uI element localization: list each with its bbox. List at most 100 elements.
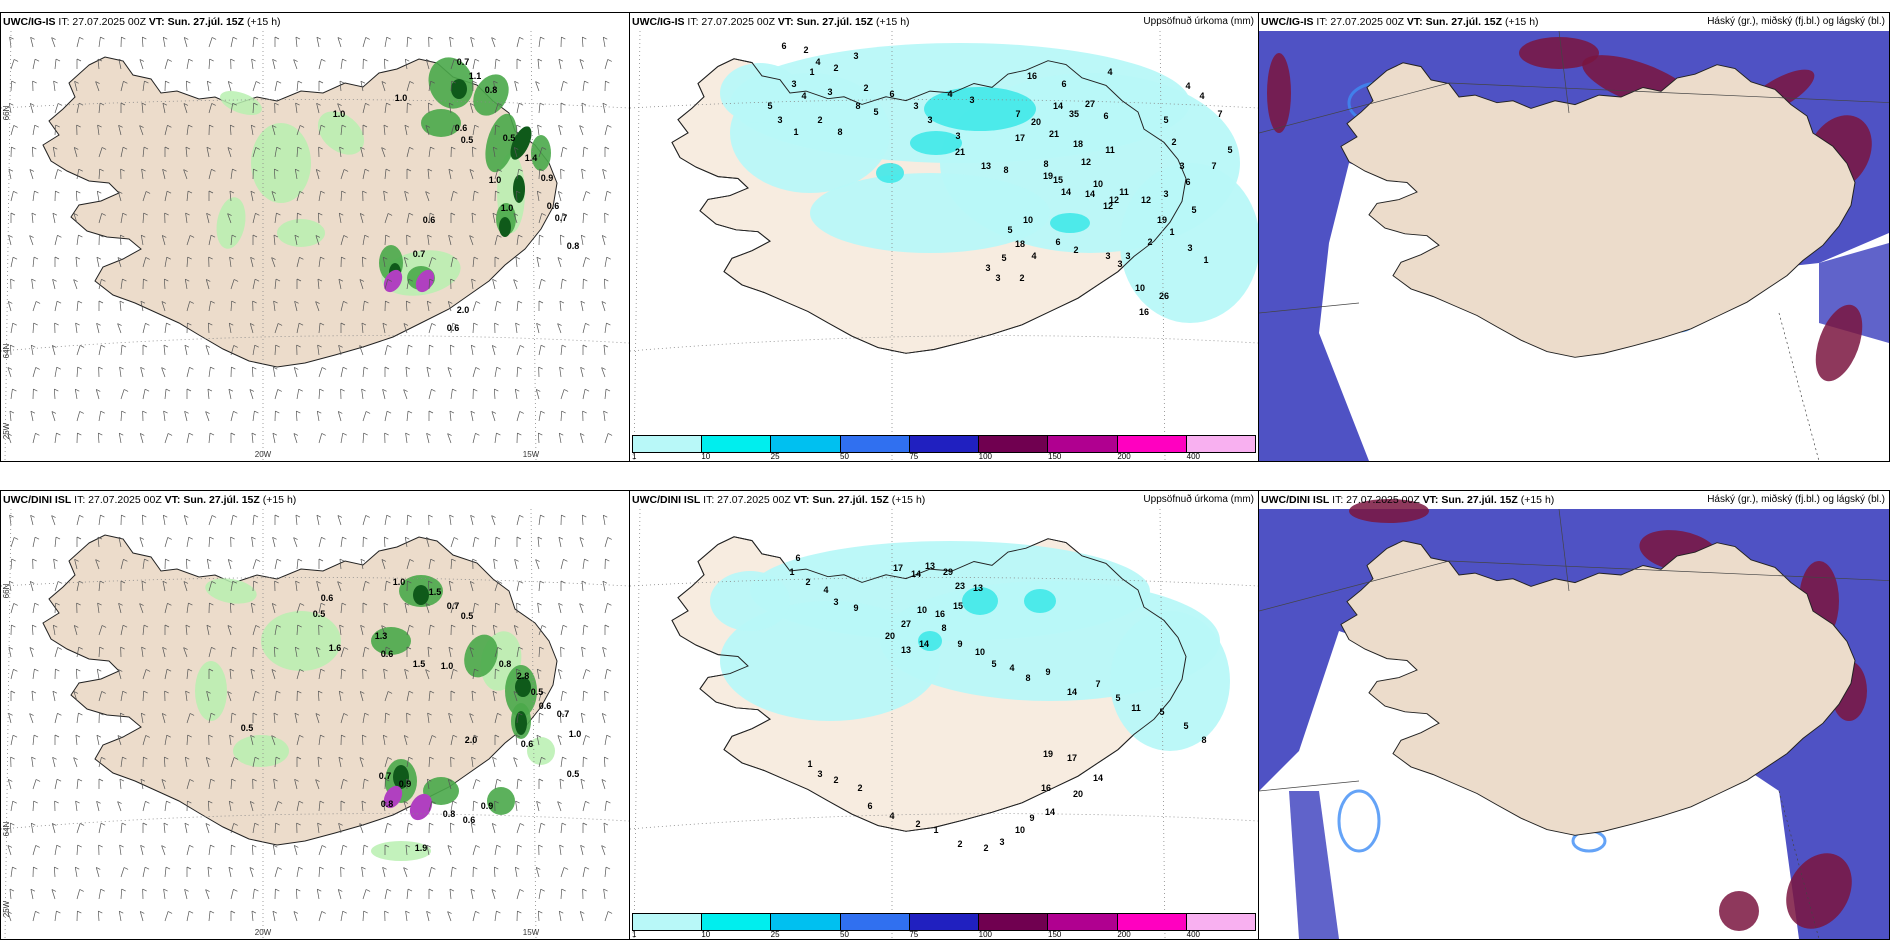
shower-value-label: 0.7 — [413, 249, 426, 259]
precip-value-label: 4 — [801, 91, 806, 101]
init-time: IT: 27.07.2025 00Z — [1332, 494, 1420, 506]
panel-dini-cloud: UWC/DINI ISL IT: 27.07.2025 00Z VT: Sun.… — [1258, 490, 1890, 940]
shower-value-label: 0.6 — [539, 701, 552, 711]
precip-value-label: 13 — [981, 161, 991, 171]
precip-value-label: 9 — [853, 603, 858, 613]
colorbar-tick-label: 150 — [1048, 452, 1062, 461]
lat-66n-label: 66N — [2, 105, 11, 120]
precip-value-label: 2 — [817, 115, 822, 125]
precip-value-label: 2 — [1171, 137, 1176, 147]
precip-value-label: 2 — [983, 843, 988, 853]
precip-value-label: 8 — [1003, 165, 1008, 175]
shower-value-label: 0.6 — [321, 593, 334, 603]
precip-value-label: 19 — [1157, 215, 1167, 225]
precip-value-label: 6 — [889, 89, 894, 99]
precip-value-label: 1 — [807, 759, 812, 769]
precip-value-label: 6 — [1185, 177, 1190, 187]
lon-15w-label: 15W — [523, 450, 540, 459]
panel-dini-showers: UWC/DINI ISL IT: 27.07.2025 00Z VT: Sun.… — [0, 490, 630, 940]
shower-value-label: 1.0 — [501, 203, 514, 213]
colorbar-tick-label: 150 — [1048, 930, 1062, 939]
model-name: UWC/IG-IS — [3, 16, 56, 28]
precip-value-label: 10 — [975, 647, 985, 657]
precip-value-label: 8 — [1025, 673, 1030, 683]
precip-value-label: 9 — [957, 639, 962, 649]
precip-value-label: 6 — [781, 41, 786, 51]
shower-value-label: 0.9 — [399, 779, 412, 789]
precip-value-label: 14 — [1067, 687, 1077, 697]
precip-value-label: 7 — [1211, 161, 1216, 171]
precip-value-label: 4 — [1009, 663, 1014, 673]
colorbar-tick-label: 100 — [978, 452, 993, 461]
lead-time: (+15 h) — [262, 494, 297, 506]
colorbar-swatch — [909, 436, 980, 452]
precip-value-label: 17 — [893, 563, 903, 573]
shower-value-label: 1.4 — [525, 153, 538, 163]
precip-value-label: 14 — [911, 569, 921, 579]
precip-value-label: 3 — [1125, 251, 1130, 261]
precip-value-label: 3 — [1179, 161, 1184, 171]
lead-time: (+15 h) — [246, 16, 281, 28]
shower-value-label: 0.8 — [485, 85, 498, 95]
precip-value-label: 8 — [1201, 735, 1206, 745]
model-name: UWC/DINI ISL — [3, 494, 72, 506]
valid-time: Sun. 27.júl. 15Z — [183, 494, 260, 506]
precip-value-label: 2 — [803, 45, 808, 55]
shower-value-label: 0.5 — [531, 687, 544, 697]
precip-value-label: 14 — [1093, 773, 1103, 783]
precip-value-label: 15 — [1053, 175, 1063, 185]
lead-time: (+15 h) — [891, 494, 926, 506]
precip-value-label: 5 — [1115, 693, 1120, 703]
precip-value-label: 6 — [1061, 79, 1066, 89]
shower-value-label: 0.5 — [313, 609, 326, 619]
cloud-map — [1259, 13, 1889, 461]
precip-value-label: 12 — [1141, 195, 1151, 205]
precip-value-label: 5 — [1183, 721, 1188, 731]
shower-value-label: 2.0 — [457, 305, 470, 315]
shower-value-label: 0.6 — [463, 815, 476, 825]
precip-value-label: 16 — [1041, 783, 1051, 793]
precip-colorbar: 1 10 25 50 75 100 150 200 400 — [630, 911, 1258, 939]
lead-time: (+15 h) — [1520, 494, 1555, 506]
precip-value-label: 12 — [1109, 195, 1119, 205]
precip-value-label: 2 — [1147, 237, 1152, 247]
precip-value-label: 35 — [1069, 109, 1079, 119]
shower-value-label: 0.9 — [541, 173, 554, 183]
colorbar-tick-label: 25 — [770, 930, 780, 939]
precip-value-label: 3 — [1117, 259, 1122, 269]
precip-value-label: 5 — [1227, 145, 1232, 155]
precip-value-label: 14 — [1061, 187, 1071, 197]
precip-value-label: 11 — [1131, 703, 1141, 713]
precip-value-label: 4 — [889, 811, 894, 821]
model-name: UWC/DINI ISL — [1261, 494, 1330, 506]
valid-time: Sun. 27.júl. 15Z — [1441, 494, 1518, 506]
colorbar-swatches — [632, 913, 1256, 931]
colorbar-tick-label: 25 — [770, 452, 780, 461]
precip-value-label: 10 — [1015, 825, 1025, 835]
precip-value-label: 3 — [913, 101, 918, 111]
graticule — [1, 508, 629, 939]
precip-value-label: 3 — [817, 769, 822, 779]
precip-value-label: 11 — [1119, 187, 1129, 197]
precip-value-label: 1 — [1203, 255, 1208, 265]
precip-value-label: 20 — [1031, 117, 1041, 127]
valid-time-label: VT: — [1422, 494, 1439, 506]
colorbar-swatch — [702, 914, 772, 930]
panel-header: UWC/DINI ISL IT: 27.07.2025 00Z VT: Sun.… — [632, 493, 1254, 507]
colorbar-swatch — [771, 914, 841, 930]
precip-value-label: 3 — [995, 273, 1000, 283]
precip-value-label: 8 — [941, 623, 946, 633]
precip-value-label: 17 — [1015, 133, 1025, 143]
cloud-map — [1259, 491, 1889, 939]
precip-value-label: 14 — [1053, 101, 1063, 111]
precip-value-label: 26 — [1159, 291, 1169, 301]
precip-value-label: 5 — [873, 107, 878, 117]
shower-value-label: 0.7 — [555, 213, 568, 223]
cloud-panel-title: Háský (gr.), miðský (fj.bl.) og lágský (… — [1707, 494, 1885, 505]
precip-value-label: 12 — [1103, 201, 1113, 211]
precip-value-label: 17 — [1067, 753, 1077, 763]
precip-value-label: 19 — [1043, 171, 1053, 181]
